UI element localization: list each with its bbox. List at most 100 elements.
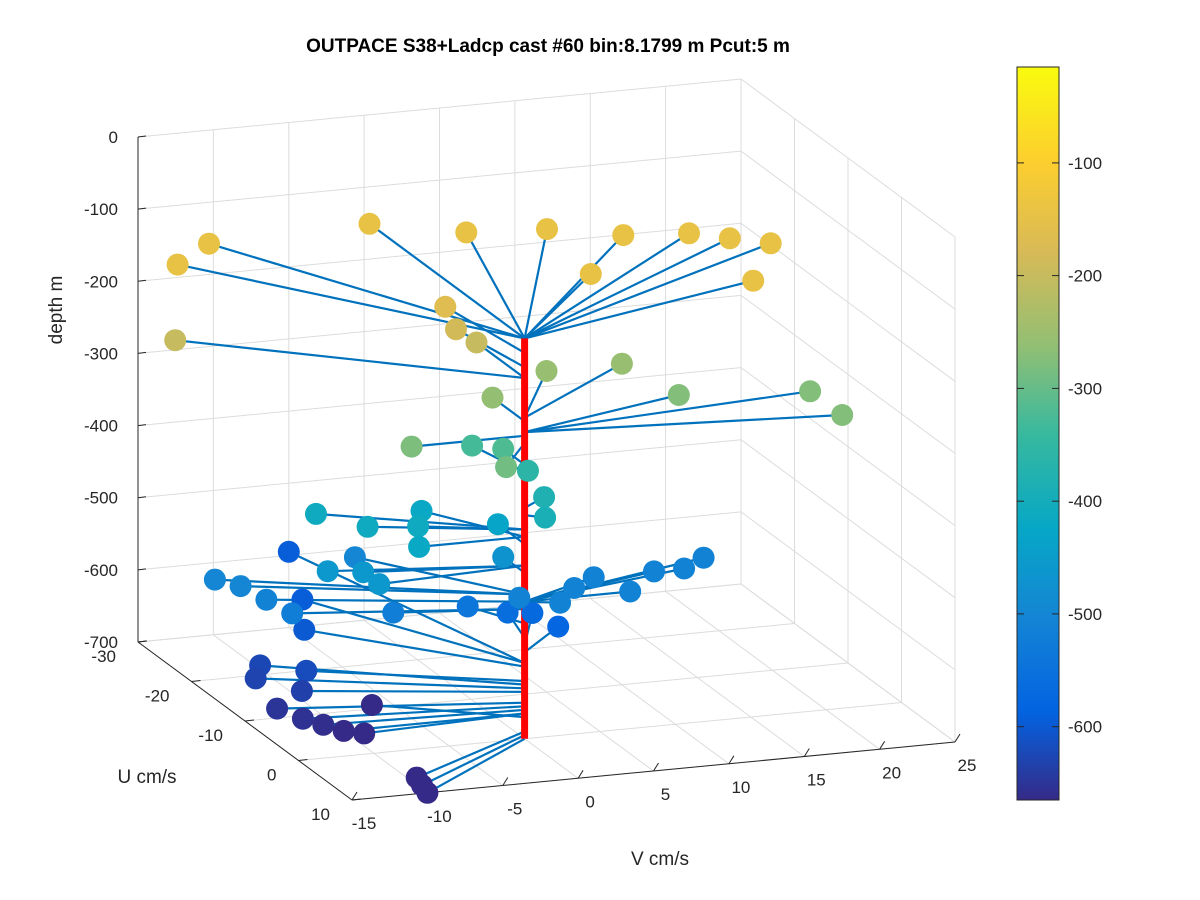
back-wall-grid-line bbox=[137, 222, 742, 282]
y-tick-mark bbox=[351, 798, 362, 801]
z-tick-label: -600 bbox=[84, 561, 118, 580]
velocity-point bbox=[332, 719, 355, 742]
velocity-stick bbox=[523, 228, 549, 339]
x-tick-mark bbox=[502, 777, 509, 786]
side-wall-grid-line bbox=[740, 150, 956, 310]
velocity-point bbox=[799, 380, 822, 403]
velocity-point bbox=[281, 602, 304, 625]
back-wall-grid-line bbox=[137, 439, 742, 499]
x-tick-mark bbox=[351, 791, 358, 801]
velocity-point bbox=[718, 227, 741, 250]
velocity-stick bbox=[368, 222, 526, 340]
y-tick-label: 10 bbox=[311, 805, 330, 824]
velocity-stick bbox=[304, 628, 525, 668]
velocity-points bbox=[164, 212, 854, 804]
velocity-point bbox=[831, 404, 854, 426]
z-tick-mark bbox=[137, 207, 147, 210]
velocity-point bbox=[305, 502, 327, 525]
velocity-point bbox=[535, 360, 558, 382]
velocity-point bbox=[486, 513, 509, 536]
velocity-point bbox=[244, 667, 267, 690]
velocity-point bbox=[266, 697, 289, 720]
y-tick-mark bbox=[298, 759, 308, 761]
x-tick-mark bbox=[954, 733, 961, 743]
velocity-point bbox=[492, 437, 515, 460]
velocity-point bbox=[353, 722, 376, 745]
chart-title: OUTPACE S38+Ladcp cast #60 bin:8.1799 m … bbox=[306, 36, 790, 57]
velocity-stick bbox=[465, 231, 526, 339]
x-tick-mark bbox=[653, 762, 659, 772]
velocity-stick bbox=[379, 564, 525, 586]
velocity-point bbox=[312, 713, 335, 736]
z-tick-mark bbox=[137, 279, 147, 282]
velocity-point bbox=[547, 615, 570, 638]
u-axis-ticks: -30 -20 -10 0 10 bbox=[91, 640, 362, 824]
velocity-point bbox=[492, 546, 515, 568]
back-wall-grid-line bbox=[137, 150, 742, 210]
velocity-stick bbox=[524, 390, 811, 434]
x-tick-mark bbox=[577, 770, 584, 779]
velocity-point bbox=[277, 540, 300, 563]
back-wall-grid-line bbox=[137, 78, 742, 138]
x-tick-label: 10 bbox=[731, 778, 750, 797]
velocity-point bbox=[445, 318, 467, 341]
velocity-point bbox=[434, 295, 457, 318]
velocity-point bbox=[255, 588, 278, 611]
velocity-point bbox=[290, 680, 313, 702]
velocity-point bbox=[643, 560, 665, 583]
velocity-point bbox=[465, 331, 488, 354]
side-wall-grid-line bbox=[740, 294, 956, 454]
velocity-point bbox=[416, 781, 439, 804]
velocity-point bbox=[759, 232, 782, 255]
velocity-point bbox=[358, 212, 381, 235]
x-tick-label: -10 bbox=[427, 807, 452, 826]
velocity-point bbox=[295, 659, 318, 682]
velocity-point bbox=[198, 232, 220, 255]
z-tick-label: -300 bbox=[84, 344, 118, 363]
floor-grid-line bbox=[298, 702, 902, 761]
velocity-point bbox=[352, 561, 375, 584]
velocity-point bbox=[619, 580, 642, 603]
x-tick-label: -5 bbox=[507, 800, 522, 819]
side-wall-grid-line bbox=[740, 583, 956, 743]
velocity-point bbox=[408, 535, 431, 558]
z-axis-label: depth m bbox=[46, 276, 67, 345]
y-tick-mark bbox=[191, 680, 201, 682]
velocity-point bbox=[534, 506, 557, 529]
velocity-point bbox=[536, 218, 558, 241]
x-tick-label: 0 bbox=[585, 792, 594, 811]
velocity-stick bbox=[421, 509, 525, 538]
velocity-point bbox=[563, 577, 586, 599]
z-tick-label: 0 bbox=[109, 128, 118, 147]
x-tick-label: 5 bbox=[661, 785, 670, 804]
depth-axis-ticks: 0 -100 -200 -300 -400 -500 -600 -700 bbox=[84, 128, 147, 652]
velocity-point bbox=[481, 386, 504, 409]
side-wall-grid-line bbox=[740, 367, 956, 527]
colorbar-tick-label: -100 bbox=[1068, 154, 1102, 173]
z-tick-mark bbox=[137, 496, 147, 499]
v-axis-ticks: -15 -10 -5 0 5 10 15 20 25 bbox=[351, 733, 976, 833]
velocity-point bbox=[673, 557, 696, 580]
velocity-point bbox=[455, 221, 478, 244]
velocity-stick bbox=[306, 669, 525, 683]
colorbar bbox=[1016, 66, 1060, 801]
velocity-point bbox=[495, 456, 518, 479]
z-tick-mark bbox=[137, 424, 147, 427]
floor-grid-line bbox=[191, 623, 795, 682]
velocity-point bbox=[360, 694, 383, 716]
velocity-stick bbox=[302, 705, 525, 720]
z-tick-mark bbox=[137, 135, 147, 138]
velocity-point bbox=[166, 253, 189, 276]
x-tick-label: -15 bbox=[352, 814, 377, 833]
velocity-stick bbox=[302, 598, 525, 665]
velocity-stick bbox=[301, 689, 525, 694]
y-tick-mark bbox=[244, 719, 255, 722]
z-tick-mark bbox=[137, 351, 147, 354]
z-tick-mark bbox=[137, 568, 147, 571]
colorbar-tick-label: -500 bbox=[1068, 605, 1102, 624]
velocity-stick bbox=[177, 263, 525, 340]
velocity-stick bbox=[524, 237, 731, 340]
colorbar-tick-label: -600 bbox=[1068, 718, 1102, 737]
velocity-stick bbox=[524, 242, 772, 340]
